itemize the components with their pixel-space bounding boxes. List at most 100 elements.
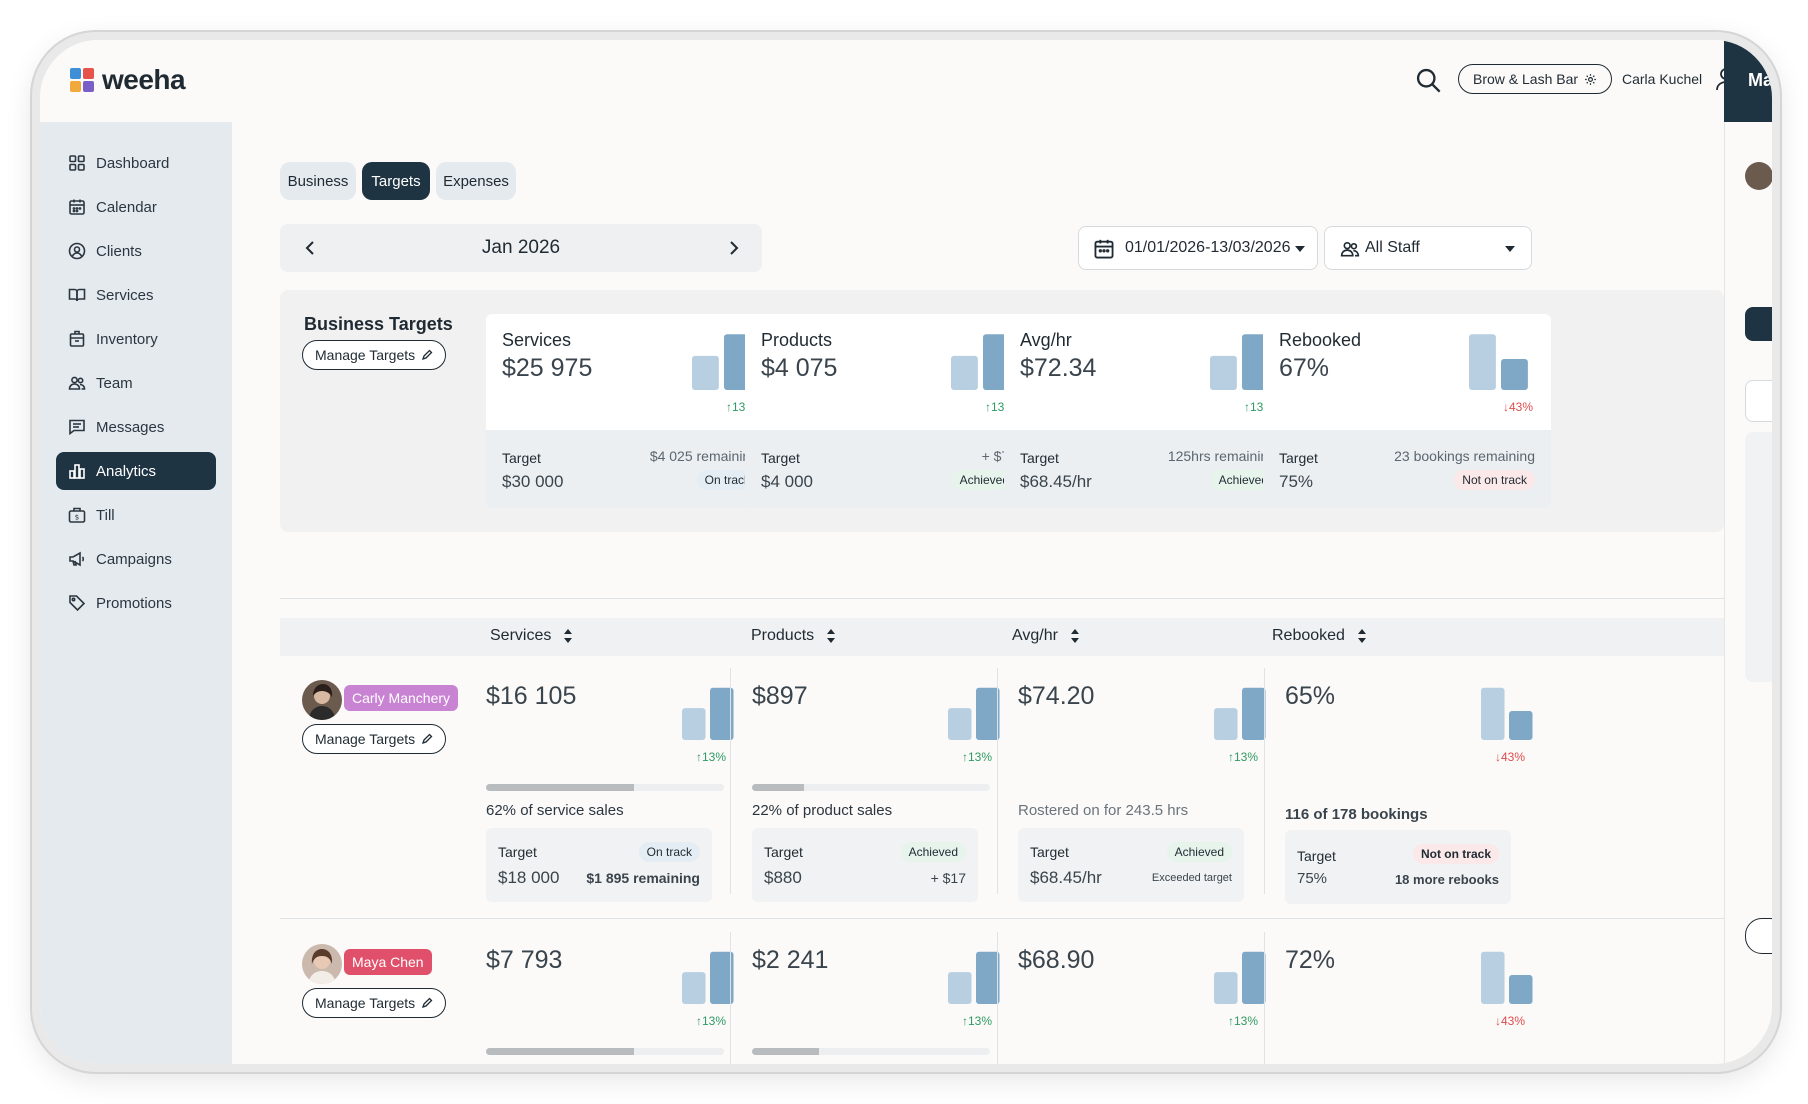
target-value: 75% bbox=[1297, 870, 1328, 887]
sidebar-item-messages[interactable]: Messages bbox=[56, 408, 216, 446]
manage-targets-label: Manage Targets bbox=[315, 731, 416, 747]
sidebar-item-promotions[interactable]: Promotions bbox=[56, 584, 216, 622]
staff-name-tag[interactable]: Maya Chen bbox=[344, 949, 432, 975]
metric-value: $68.90 bbox=[1018, 946, 1095, 974]
date-range-value: 01/01/2026-13/03/2026 bbox=[1125, 239, 1291, 256]
mini-bar bbox=[1242, 687, 1266, 740]
kpi-label: Avg/hr bbox=[1020, 330, 1072, 350]
tab-expenses[interactable]: Expenses bbox=[436, 162, 516, 200]
business-targets-title: Business Targets bbox=[304, 314, 453, 334]
sidebar-item-label: Dashboard bbox=[96, 154, 170, 172]
mini-bar bbox=[1469, 334, 1496, 390]
metric-bar-chart bbox=[1214, 687, 1266, 740]
metric-delta-value: 43% bbox=[1500, 750, 1525, 764]
progress-fill bbox=[752, 1048, 819, 1055]
metric-subtext: 22% of product sales bbox=[752, 802, 893, 819]
arrow-up-icon: ↑ bbox=[984, 400, 991, 414]
caret-down-icon bbox=[1295, 246, 1305, 252]
chevron-right-icon[interactable] bbox=[724, 238, 744, 258]
target-value: $880 bbox=[764, 868, 802, 887]
panel-button[interactable] bbox=[1745, 307, 1772, 341]
sidebar-item-services[interactable]: Services bbox=[56, 276, 216, 314]
tag-icon bbox=[69, 595, 86, 612]
arrow-up-icon: ↑ bbox=[1227, 1014, 1234, 1028]
tab-targets[interactable]: Targets bbox=[362, 162, 430, 200]
arrow-down-icon: ↓ bbox=[1494, 1014, 1501, 1028]
metric-delta-value: 43% bbox=[1500, 1014, 1525, 1028]
sidebar-item-label: Calendar bbox=[96, 198, 157, 216]
search-icon[interactable] bbox=[1414, 66, 1442, 94]
column-header-services[interactable]: Services bbox=[490, 627, 573, 645]
arrow-up-icon: ↑ bbox=[961, 1014, 968, 1028]
user-name[interactable]: Carla Kuchel bbox=[1622, 71, 1703, 87]
sidebar-item-calendar[interactable]: Calendar bbox=[56, 188, 216, 226]
status-badge: On track bbox=[696, 470, 758, 490]
analytics-icon bbox=[69, 464, 85, 479]
status-badge: Achieved bbox=[1166, 842, 1232, 862]
sidebar-item-dashboard[interactable]: Dashboard bbox=[56, 144, 216, 182]
sidebar-item-analytics[interactable]: Analytics bbox=[56, 452, 216, 490]
kpi-value: $25 975 bbox=[502, 354, 593, 382]
app-logo[interactable]: weeha bbox=[70, 64, 186, 96]
column-header-rebooked[interactable]: Rebooked bbox=[1272, 627, 1367, 645]
column-header-products[interactable]: Products bbox=[751, 627, 836, 645]
mini-bar bbox=[976, 687, 1000, 740]
progress-fill bbox=[752, 784, 805, 791]
metric-subtext: Rostered on for 243.5 hrs bbox=[1018, 802, 1189, 819]
main-content: Business Targets Expenses Jan 2026 01/01… bbox=[232, 122, 1724, 1064]
business-selector[interactable]: Brow & Lash Bar bbox=[1458, 64, 1613, 94]
sidebar-item-clients[interactable]: Clients bbox=[56, 232, 216, 270]
manage-targets-button[interactable]: Manage Targets bbox=[302, 340, 447, 370]
metric-delta-value: 13% bbox=[967, 750, 992, 764]
column-separator bbox=[997, 932, 998, 1064]
metric-value: 72% bbox=[1285, 946, 1336, 974]
tab-business[interactable]: Business bbox=[280, 162, 356, 200]
metric-value: $2 241 bbox=[752, 946, 829, 974]
pencil-icon bbox=[422, 349, 433, 361]
date-range-select[interactable]: 01/01/2026-13/03/2026 bbox=[1078, 226, 1318, 270]
mini-bar bbox=[976, 951, 1000, 1004]
chevron-left-icon[interactable] bbox=[300, 238, 320, 258]
metric-bar-chart bbox=[1214, 951, 1266, 1004]
sidebar: Dashboard Calendar Clients Services Inve… bbox=[40, 122, 232, 1064]
box-icon bbox=[69, 330, 85, 347]
till-icon: $ bbox=[68, 507, 86, 523]
status-badge: Achieved bbox=[1210, 470, 1276, 490]
target-note: Exceeded target bbox=[1151, 872, 1232, 884]
sidebar-item-till[interactable]: $ Till bbox=[56, 496, 216, 534]
manage-targets-button[interactable]: Manage Targets bbox=[302, 988, 447, 1018]
column-separator bbox=[730, 668, 731, 894]
metric-subtext: 116 of 178 bookings bbox=[1285, 806, 1428, 823]
staff-name-tag[interactable]: Carly Manchery bbox=[344, 685, 459, 711]
device-frame: weeha Brow & Lash Bar Carla Kuchel Ma Da… bbox=[32, 32, 1780, 1072]
mini-bar bbox=[710, 687, 734, 740]
staff-filter-select[interactable]: All Staff bbox=[1324, 226, 1532, 270]
mini-bar bbox=[1242, 951, 1266, 1004]
sidebar-item-campaigns[interactable]: Campaigns bbox=[56, 540, 216, 578]
kpi-value: $72.34 bbox=[1020, 354, 1097, 382]
sidebar-item-inventory[interactable]: Inventory bbox=[56, 320, 216, 358]
target-value: $30 000 bbox=[502, 472, 564, 491]
panel-button[interactable] bbox=[1745, 918, 1772, 954]
mini-bar bbox=[1509, 711, 1533, 740]
manage-targets-label: Manage Targets bbox=[315, 347, 416, 363]
panel-input[interactable] bbox=[1745, 380, 1772, 422]
target-box: Target $68.45/hr Achieved Exceeded targe… bbox=[1018, 828, 1244, 902]
column-header-avg-hr[interactable]: Avg/hr bbox=[1012, 627, 1080, 645]
kpi-card-products: Products $4 075 ↑13% Target $4 000 + $75… bbox=[745, 314, 1033, 508]
metric-value: $16 105 bbox=[486, 682, 577, 710]
staff-table-header: Services Products Avg/hr Rebooked bbox=[280, 618, 1724, 656]
avatar[interactable] bbox=[302, 680, 342, 720]
avatar[interactable] bbox=[302, 944, 342, 984]
manage-targets-button[interactable]: Manage Targets bbox=[302, 724, 447, 754]
kpi-target-footer: Target 75% 23 bookings remaining Not on … bbox=[1263, 430, 1551, 508]
metric-delta: ↓43% bbox=[1465, 1014, 1525, 1028]
side-panel-header: Ma bbox=[1724, 40, 1772, 122]
mini-bar bbox=[948, 972, 972, 1004]
target-label: Target bbox=[764, 844, 803, 860]
sidebar-item-team[interactable]: Team bbox=[56, 364, 216, 402]
target-note: + $17 bbox=[930, 870, 966, 886]
arrow-up-icon: ↑ bbox=[695, 1014, 702, 1028]
gear-icon bbox=[1585, 73, 1596, 85]
target-label: Target bbox=[1279, 450, 1318, 466]
